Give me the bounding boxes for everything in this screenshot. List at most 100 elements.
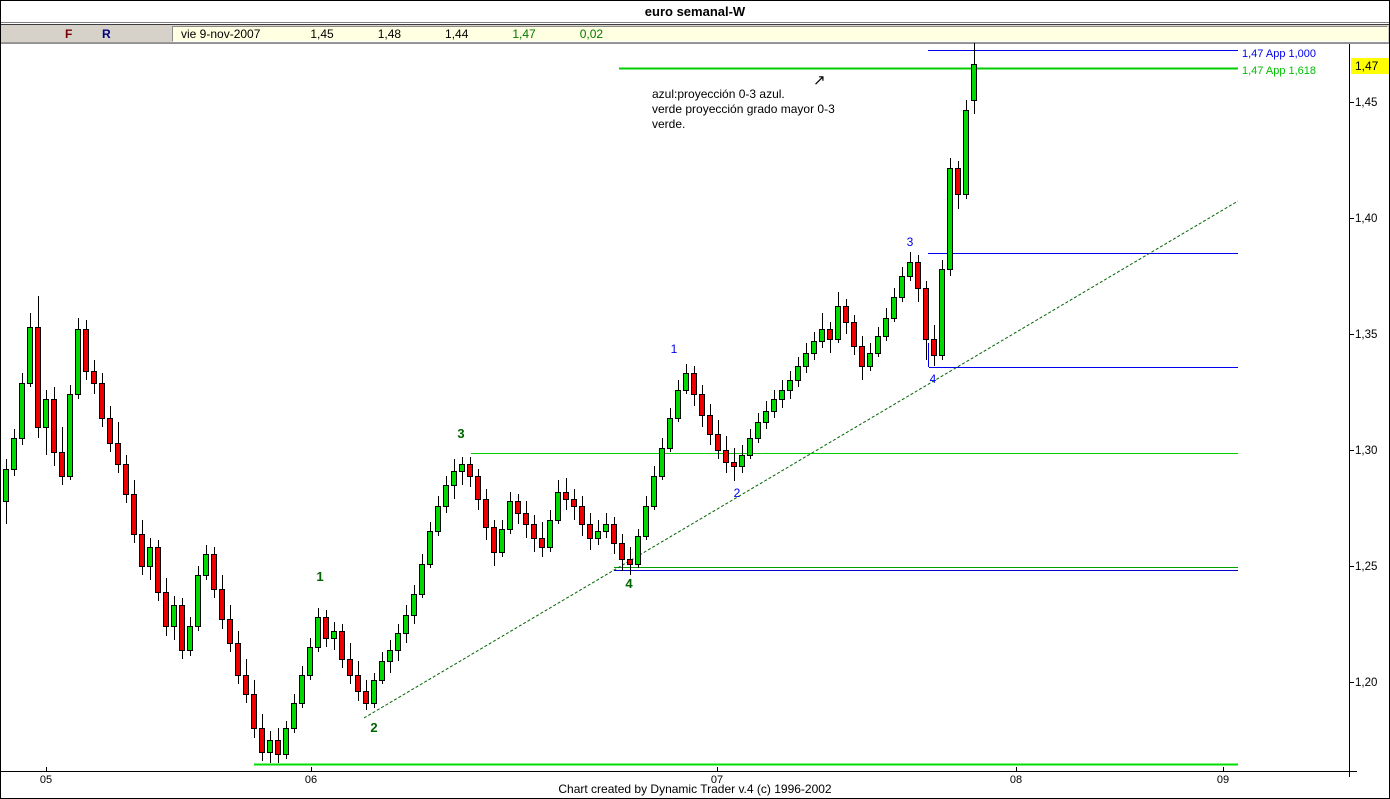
candle-down [579, 506, 585, 525]
candle-down [355, 675, 361, 692]
candle-up [763, 411, 769, 423]
candle-up [195, 575, 201, 627]
x-tick-label: 06 [305, 774, 317, 786]
candle-down [59, 452, 65, 477]
candle-up [291, 703, 297, 729]
candle-up [907, 262, 913, 277]
candle-up [947, 168, 953, 270]
candle-down [571, 499, 577, 507]
candle-down [131, 494, 137, 535]
candle-down [251, 694, 257, 729]
candle-down [587, 524, 593, 539]
wave-label-2: 2 [734, 486, 741, 500]
candle-down [955, 168, 961, 195]
candle-down [563, 492, 569, 500]
candle-up [507, 501, 513, 530]
candle-down [915, 262, 921, 289]
candle-up [3, 469, 9, 502]
candle-up [643, 506, 649, 537]
candle-down [99, 383, 105, 419]
candle-up [387, 650, 393, 662]
projection-label-app-1618: 1,47 App 1,618 [1242, 65, 1317, 77]
candle-up [795, 366, 801, 381]
candle-up [75, 329, 81, 395]
candle-down [611, 524, 617, 544]
candle-down [123, 464, 129, 495]
window-title: euro semanal-W [1, 1, 1389, 23]
candles-layer [3, 43, 977, 763]
y-tick-label: 1,25 [1355, 561, 1377, 573]
up-right-arrow-icon: ↗ [813, 72, 826, 89]
axes-layer: 1,45 1,40 1,35 1,30 1,25 1,20 05 06 07 08 09 [1, 43, 1389, 786]
candle-up [747, 438, 753, 456]
candle-up [203, 554, 209, 576]
current-price-badge: 1,47 [1351, 58, 1389, 74]
candle-up [667, 418, 673, 449]
candle-up [451, 471, 457, 486]
candle-up [27, 327, 33, 384]
candle-up [283, 728, 289, 755]
candle-up [171, 605, 177, 627]
quote-bar: F R vie 9-nov-2007 1,45 1,48 1,44 1,47 0… [1, 24, 1389, 43]
candle-up [379, 661, 385, 681]
candle-down [539, 538, 545, 548]
candle-up [331, 631, 337, 639]
candle-down [83, 329, 89, 372]
x-tick-label: 09 [1217, 774, 1229, 786]
flag-f-indicator: F [65, 27, 73, 41]
quote-change: 0,02 [579, 27, 604, 41]
x-tick-label: 05 [40, 774, 52, 786]
candle-up [883, 318, 889, 337]
candle-down [227, 619, 233, 644]
wave-label-4: 4 [930, 372, 937, 386]
candle-down [35, 327, 41, 428]
candle-up [443, 485, 449, 507]
candle-down [523, 513, 529, 525]
candle-up [459, 464, 465, 472]
candle-down [851, 322, 857, 347]
wave-label-4: 4 [625, 576, 633, 591]
candle-up [307, 647, 313, 676]
candle-up [67, 394, 73, 477]
candle-up [803, 353, 809, 367]
candle-up [811, 341, 817, 354]
candle-down [235, 643, 241, 676]
candle-up [403, 615, 409, 634]
candle-down [139, 534, 145, 567]
candle-up [939, 269, 945, 356]
candle-down [619, 543, 625, 560]
candle-up [835, 306, 841, 340]
y-tick-label: 1,20 [1355, 677, 1377, 689]
candle-down [699, 394, 705, 416]
quote-close: 1,47 [512, 27, 536, 41]
candle-down [467, 464, 473, 477]
y-tick-label: 1,40 [1355, 213, 1377, 225]
x-tick-label: 08 [1010, 774, 1022, 786]
candle-down [91, 371, 97, 384]
candle-up [395, 633, 401, 651]
candle-up [739, 455, 745, 467]
candle-up [11, 438, 17, 470]
candle-up [147, 547, 153, 567]
candle-down [715, 434, 721, 451]
candle-up [971, 64, 977, 101]
candle-up [19, 383, 25, 439]
candle-up [435, 506, 441, 532]
candle-down [931, 339, 937, 356]
projection-label-app-1000: 1,47 App 1,000 [1242, 48, 1317, 60]
candle-up [419, 564, 425, 595]
quote-low: 1,44 [445, 27, 469, 41]
candle-down [323, 617, 329, 639]
candle-up [371, 680, 377, 704]
candle-down [731, 462, 737, 467]
candle-down [339, 631, 345, 660]
candle-down [163, 592, 169, 627]
candle-up [963, 110, 969, 195]
candle-down [827, 329, 833, 340]
candle-up [595, 531, 601, 539]
candle-up [499, 529, 505, 553]
candle-down [51, 399, 57, 453]
candle-down [243, 675, 249, 695]
wave-label-1: 1 [316, 569, 323, 584]
candle-up [547, 520, 553, 548]
